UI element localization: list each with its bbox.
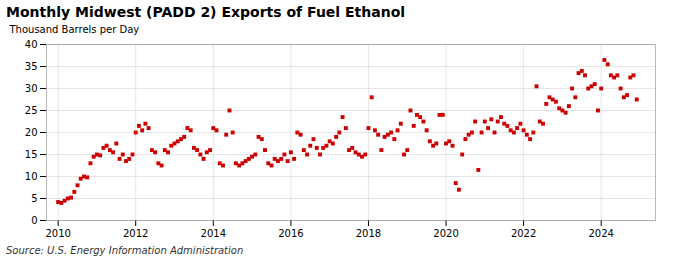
svg-text:2022: 2022 xyxy=(511,228,536,239)
svg-text:2024: 2024 xyxy=(588,228,613,239)
svg-text:0: 0 xyxy=(31,215,37,226)
svg-text:2012: 2012 xyxy=(123,228,148,239)
svg-text:35: 35 xyxy=(25,61,38,72)
svg-text:10: 10 xyxy=(25,171,38,182)
svg-text:2016: 2016 xyxy=(278,228,303,239)
svg-text:2020: 2020 xyxy=(433,228,458,239)
svg-text:25: 25 xyxy=(25,105,38,116)
html-text:Monthly Midwest (PADD 2) Expor: Monthly Midwest (PADD 2) Exports of Fuel… xyxy=(6,4,406,20)
svg-text:5: 5 xyxy=(31,193,37,204)
svg-text:20: 20 xyxy=(25,127,38,138)
svg-text:15: 15 xyxy=(25,149,38,160)
svg-text:2014: 2014 xyxy=(201,228,226,239)
svg-text:40: 40 xyxy=(25,39,38,50)
svg-text:Thousand Barrels per Day: Thousand Barrels per Day xyxy=(9,24,140,35)
svg-text:30: 30 xyxy=(25,83,38,94)
svg-text:2010: 2010 xyxy=(45,228,70,239)
svg-text:2018: 2018 xyxy=(356,228,381,239)
html-text:Source: U.S. Energy Informatio: Source: U.S. Energy Information Administ… xyxy=(6,245,244,256)
